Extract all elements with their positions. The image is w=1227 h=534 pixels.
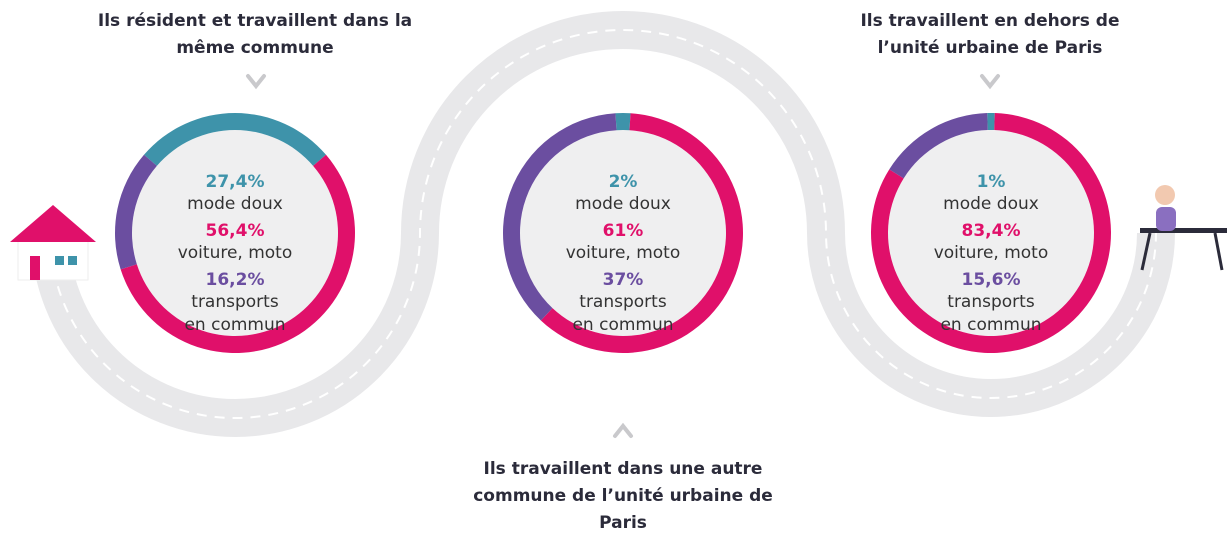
donut-segment — [114, 154, 157, 270]
desk-icon — [1140, 185, 1227, 271]
value-label: 1% — [976, 172, 1006, 192]
center-labels: 1% mode doux 83,4% voiture, moto 15,6% transp… — [916, 171, 1066, 337]
category-label: transports en commun — [572, 292, 674, 335]
value-label: 83,4% — [961, 221, 1021, 241]
value-label: 16,2% — [205, 270, 265, 290]
category-label: mode doux — [187, 194, 283, 214]
value-label: 37% — [602, 270, 644, 290]
center-labels: 2% mode doux 61% voiture, moto 37% transports… — [548, 171, 698, 337]
category-label: voiture, moto — [177, 243, 293, 263]
chart-title: Ils travaillent dans une autre commune d… — [473, 459, 773, 533]
donut-center — [132, 130, 338, 336]
donut-segment — [889, 113, 988, 179]
category-label: transports en commun — [940, 292, 1042, 335]
donut-center — [520, 130, 726, 336]
category-label: voiture, moto — [565, 243, 681, 263]
donut-segment — [615, 113, 631, 131]
category-label: mode doux — [943, 194, 1039, 214]
donut-segment — [143, 112, 327, 166]
value-label: 27,4% — [205, 172, 265, 192]
value-label: 56,4% — [205, 221, 265, 241]
arrow-up — [613, 422, 633, 438]
donut-segment — [503, 113, 617, 321]
house-icon — [10, 205, 96, 281]
arrow-down — [980, 74, 1000, 90]
arrow-down — [246, 74, 266, 90]
donut-segment — [120, 154, 355, 353]
value-label: 2% — [608, 172, 638, 192]
category-label: voiture, moto — [933, 243, 1049, 263]
road — [31, 11, 1175, 437]
chart-title: Ils résident et travaillent dans la même… — [97, 11, 413, 58]
category-label: mode doux — [575, 194, 671, 214]
donut-segment — [987, 113, 995, 131]
center-labels: 27,4% mode doux 56,4% voiture, moto 16,2% tra… — [160, 171, 310, 337]
chart-title: Ils travaillent en dehors de l’unité urb… — [860, 11, 1120, 58]
value-label: 15,6% — [961, 270, 1021, 290]
value-label: 61% — [602, 221, 644, 241]
donut-center — [888, 130, 1094, 336]
donut-segment — [540, 113, 744, 353]
category-label: transports en commun — [184, 292, 286, 335]
